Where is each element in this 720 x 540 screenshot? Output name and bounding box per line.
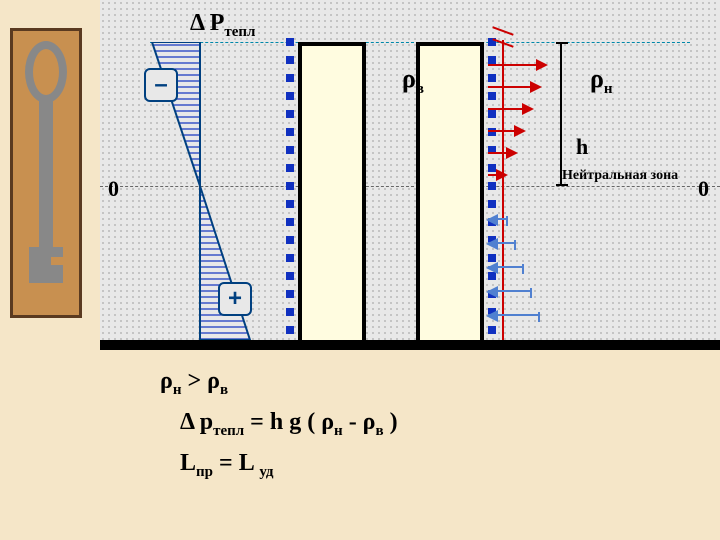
label-rho-n: ρн	[590, 64, 613, 98]
arrow-cold-in	[488, 242, 514, 246]
arrow-hot-out	[488, 108, 532, 110]
formulas: ρн > ρв Δ pтепл = h g ( ρн - ρв ) Lпр = …	[160, 368, 660, 490]
key-ring	[25, 41, 67, 103]
pressure-axis	[502, 40, 504, 340]
ground-line	[100, 340, 720, 350]
label-zero-left: 0	[108, 176, 119, 202]
arrow-cold-in	[488, 266, 522, 270]
arrow-hot-out	[488, 86, 540, 88]
arrow-hot-out	[488, 64, 546, 66]
label-delta-p: Δ Pтепл	[190, 10, 255, 41]
key-photo	[10, 28, 82, 318]
arrow-cold-in	[488, 290, 530, 294]
wall-right	[416, 42, 484, 340]
opening-dots-left	[286, 38, 294, 340]
wall-left	[298, 42, 366, 340]
formula-3: Lпр = L уд	[160, 450, 660, 481]
arrow-hot-out	[488, 174, 506, 176]
h-bracket	[560, 42, 576, 186]
plus-sign: +	[218, 282, 252, 316]
key-bit	[29, 247, 63, 283]
label-zero-right: 0	[698, 176, 709, 202]
minus-sign: –	[144, 68, 178, 102]
arrow-hot-out	[488, 130, 524, 132]
key-shaft	[39, 99, 53, 249]
diagram: – + Δ Pтепл ρв ρн h Нейтральная зона 0 0	[100, 0, 720, 350]
arrow-hot-out	[488, 152, 516, 154]
label-h: h	[576, 134, 588, 160]
formula-2: Δ pтепл = h g ( ρн - ρв )	[160, 409, 660, 440]
tick	[492, 26, 513, 35]
label-rho-v: ρв	[402, 64, 424, 98]
arrow-cold-in	[488, 314, 538, 318]
formula-1: ρн > ρв	[160, 368, 660, 399]
arrow-cold-in	[488, 218, 506, 222]
label-neutral: Нейтральная зона	[562, 168, 678, 184]
